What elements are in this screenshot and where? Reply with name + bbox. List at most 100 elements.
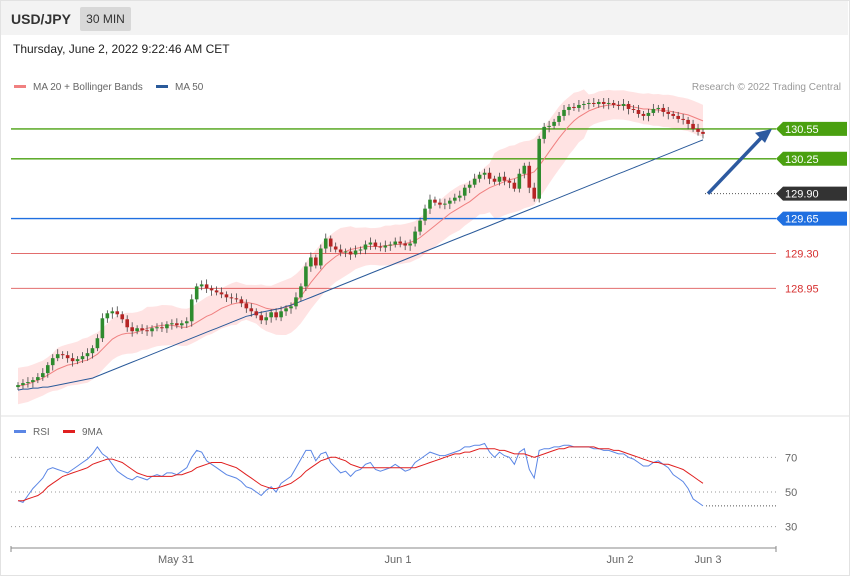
candle: [537, 135, 541, 203]
candle: [542, 122, 546, 144]
candle-body: [423, 208, 427, 221]
level-tag-129.90: [776, 186, 847, 201]
candle: [170, 319, 174, 330]
candle: [214, 286, 219, 296]
candle-body: [527, 165, 532, 188]
candle: [41, 368, 45, 381]
candle: [244, 299, 249, 313]
candle-body: [100, 318, 105, 339]
candle-body: [428, 199, 432, 209]
candle: [284, 305, 288, 316]
candle: [209, 285, 214, 296]
candle: [175, 318, 179, 329]
candle-body: [591, 102, 596, 104]
candle: [567, 103, 571, 116]
candle: [681, 113, 685, 125]
candle-body: [175, 323, 179, 326]
candle: [140, 324, 144, 335]
candle-body: [497, 176, 502, 182]
candle-body: [507, 180, 512, 183]
candle-body: [259, 315, 264, 321]
candle-body: [194, 286, 199, 300]
candle: [666, 106, 671, 120]
candle: [492, 175, 497, 185]
candle: [557, 111, 561, 126]
candle-body: [50, 358, 55, 366]
candle-body: [189, 299, 194, 322]
forecast-arrow-head: [755, 128, 772, 143]
candle-body: [105, 313, 110, 319]
candle-body: [502, 176, 507, 181]
candle-body: [85, 353, 90, 357]
candle-body: [656, 107, 661, 109]
candle-body: [45, 365, 50, 374]
symbol-label: USD/JPY: [11, 11, 71, 27]
candle-body: [75, 359, 80, 362]
candle: [636, 104, 641, 118]
candle: [145, 325, 149, 336]
candle: [606, 97, 611, 110]
candle-body: [418, 220, 422, 232]
candle-body: [661, 107, 666, 112]
candle-body: [160, 327, 164, 329]
candle-body: [135, 328, 139, 332]
candle-body: [443, 203, 447, 205]
timeframe-button[interactable]: 30 MIN: [80, 7, 131, 31]
candle: [75, 356, 80, 365]
candle: [239, 296, 244, 308]
candle-body: [31, 380, 35, 383]
candle: [249, 303, 254, 317]
candle-body: [701, 131, 705, 134]
level-label-130.55: 130.55: [785, 124, 819, 136]
candle-body: [467, 184, 472, 188]
rsi-line: [17, 442, 704, 507]
candle: [60, 351, 65, 359]
candle-body: [686, 119, 690, 124]
candle-body: [199, 284, 204, 287]
candle-body: [646, 112, 651, 116]
candle: [348, 247, 353, 260]
candle: [497, 172, 502, 186]
candle: [562, 104, 566, 121]
candle: [378, 242, 383, 252]
candle-body: [492, 178, 497, 182]
candle: [26, 377, 30, 388]
level-label-130.25: 130.25: [785, 154, 819, 166]
candle: [661, 103, 666, 117]
candle-body: [512, 182, 517, 189]
candle-body: [666, 111, 671, 114]
candle: [21, 379, 25, 389]
candle: [532, 182, 537, 202]
candle-body: [433, 199, 437, 203]
candle: [219, 287, 224, 299]
candle-body: [294, 297, 298, 307]
legend-ma20-swatch: [14, 85, 26, 88]
candle: [110, 307, 115, 319]
candle: [696, 123, 700, 136]
candle: [16, 382, 20, 391]
level-tag-130.25: [776, 151, 847, 166]
ma50-line: [17, 139, 704, 391]
forecast-arrow-line: [706, 133, 766, 195]
candle: [448, 197, 452, 210]
candle-body: [403, 243, 407, 246]
candle-body: [651, 108, 656, 113]
candle-body: [453, 197, 457, 201]
candle-body: [398, 241, 403, 244]
candle-body: [358, 249, 363, 251]
level-label-129.65: 129.65: [785, 214, 819, 226]
candle: [299, 283, 303, 302]
candle-body: [26, 382, 30, 384]
candle-body: [482, 172, 487, 175]
legend-9ma-label: 9MA: [82, 427, 103, 438]
candle: [691, 119, 695, 132]
candle: [289, 302, 293, 314]
candle-body: [314, 257, 318, 266]
rsi-tick-70: 70: [785, 452, 797, 464]
candle-body: [55, 354, 60, 359]
candle-body: [621, 103, 626, 106]
candle: [328, 235, 333, 252]
candle-body: [363, 244, 368, 250]
candle-body: [90, 348, 95, 354]
